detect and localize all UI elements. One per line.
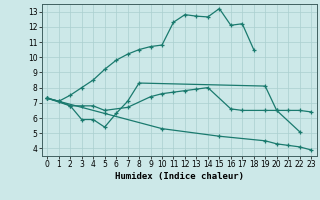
X-axis label: Humidex (Indice chaleur): Humidex (Indice chaleur)	[115, 172, 244, 181]
